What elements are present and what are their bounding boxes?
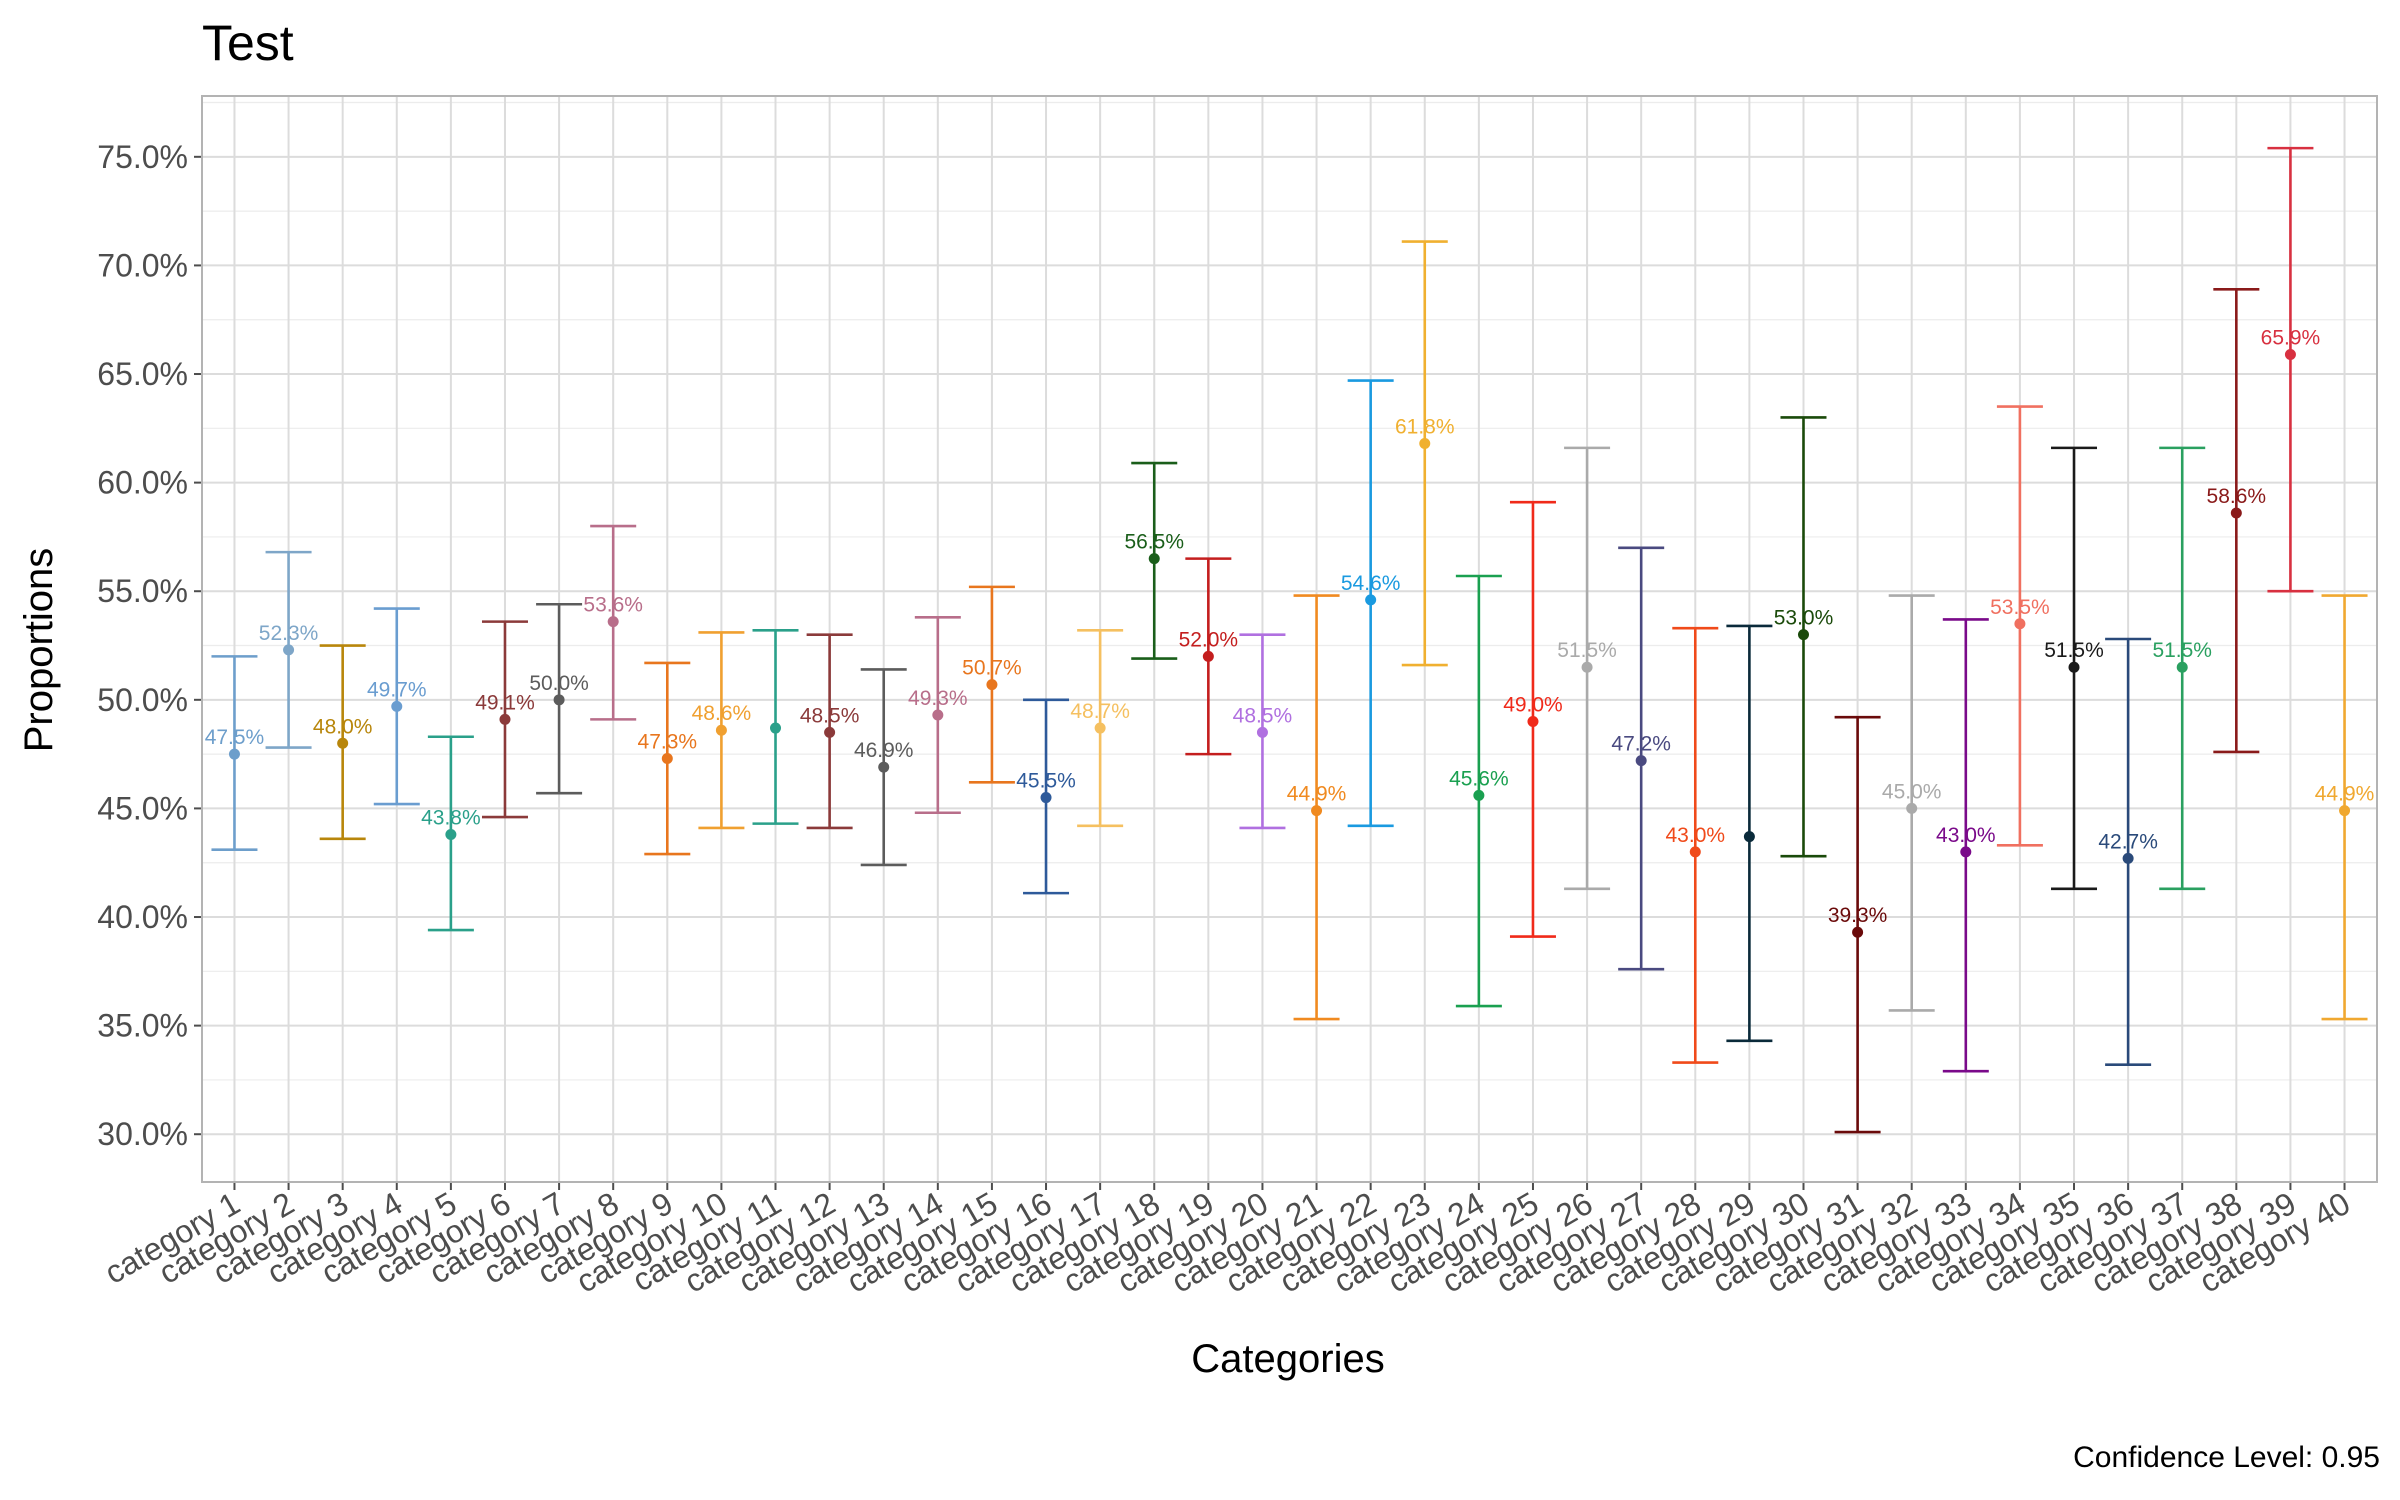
data-label: 52.3%	[259, 622, 319, 645]
panel-border	[201, 95, 2378, 1183]
data-label: 45.6%	[1449, 767, 1509, 790]
data-point	[1527, 716, 1539, 728]
data-point	[1094, 722, 1106, 734]
y-tick-label: 75.0%	[97, 139, 188, 175]
data-point	[1202, 650, 1214, 662]
data-point	[1040, 792, 1052, 804]
y-tick-label: 50.0%	[97, 682, 188, 718]
chart-title: Test	[202, 15, 294, 71]
data-label: 45.5%	[1016, 770, 1076, 793]
y-tick-label: 45.0%	[97, 790, 188, 826]
data-point	[1365, 594, 1377, 606]
data-point	[499, 713, 511, 725]
data-label: 54.6%	[1341, 572, 1401, 595]
y-axis-title: Proportions	[17, 548, 61, 753]
y-tick-label: 40.0%	[97, 899, 188, 935]
data-point	[1797, 629, 1809, 641]
data-point	[2068, 661, 2080, 673]
data-label: 48.5%	[1233, 704, 1293, 727]
data-label: 48.0%	[313, 715, 373, 738]
data-label: 49.0%	[1503, 694, 1563, 717]
data-label: 51.5%	[2044, 639, 2104, 662]
data-point	[770, 722, 782, 734]
data-point	[1743, 831, 1755, 843]
data-point	[337, 737, 349, 749]
data-label: 47.5%	[205, 726, 265, 749]
data-point	[1256, 726, 1268, 738]
y-tick-label: 65.0%	[97, 356, 188, 392]
plot-area: 30.0% 35.0% 40.0% 45.0% 50.0% 55.0% 60.0% 65.0%…	[97, 95, 2378, 1300]
data-label: 53.5%	[1990, 596, 2050, 619]
data-point	[2176, 661, 2188, 673]
data-label: 39.3%	[1828, 904, 1888, 927]
data-point	[1581, 661, 1593, 673]
data-point	[1473, 789, 1485, 801]
data-point	[553, 694, 565, 706]
data-point	[2014, 618, 2026, 630]
data-label: 50.7%	[962, 657, 1022, 680]
data-point	[932, 709, 944, 721]
data-label: 52.0%	[1179, 628, 1239, 651]
data-point	[715, 724, 727, 736]
y-tick-label: 30.0%	[97, 1116, 188, 1152]
data-label: 65.9%	[2261, 326, 2321, 349]
data-point	[2230, 507, 2242, 519]
data-label: 49.1%	[475, 691, 535, 714]
y-tick-label: 70.0%	[97, 247, 188, 283]
data-point	[1689, 846, 1701, 858]
data-point	[1311, 805, 1323, 817]
data-point	[661, 752, 673, 764]
data-point	[228, 748, 240, 760]
data-point	[2122, 852, 2134, 864]
data-point	[1960, 846, 1972, 858]
data-label: 49.7%	[367, 678, 427, 701]
data-label: 56.5%	[1124, 531, 1184, 554]
data-label: 44.9%	[2315, 783, 2375, 806]
data-point	[824, 726, 836, 738]
data-point	[2284, 348, 2296, 360]
data-label: 44.9%	[1287, 783, 1347, 806]
data-label: 58.6%	[2207, 485, 2267, 508]
data-point	[283, 644, 295, 656]
data-label: 51.5%	[2152, 639, 2212, 662]
data-point	[1852, 926, 1864, 938]
data-label: 53.6%	[583, 594, 643, 617]
y-tick-label: 35.0%	[97, 1008, 188, 1044]
data-label: 50.0%	[529, 672, 589, 695]
data-point	[1906, 802, 1918, 814]
data-label: 53.0%	[1774, 607, 1834, 630]
data-point	[445, 828, 457, 840]
y-tick-label: 60.0%	[97, 465, 188, 501]
y-tick-label: 55.0%	[97, 573, 188, 609]
data-label: 43.0%	[1936, 824, 1996, 847]
data-label: 61.8%	[1395, 416, 1455, 439]
data-label: 47.3%	[638, 730, 698, 753]
data-point	[986, 679, 998, 691]
data-point	[607, 616, 619, 628]
data-label: 42.7%	[2098, 830, 2158, 853]
data-label: 48.6%	[692, 702, 752, 725]
data-label: 43.0%	[1666, 824, 1726, 847]
data-label: 48.7%	[1070, 700, 1130, 723]
data-label: 43.8%	[421, 806, 481, 829]
data-point	[1148, 553, 1160, 565]
confidence-level-caption: Confidence Level: 0.95	[2073, 1441, 2380, 1474]
x-axis-title: Categories	[1191, 1337, 1384, 1381]
data-label: 47.2%	[1611, 733, 1671, 756]
data-point	[1635, 755, 1647, 767]
data-label: 51.5%	[1557, 639, 1617, 662]
data-label: 45.0%	[1882, 780, 1942, 803]
data-label: 46.9%	[854, 739, 914, 762]
data-label: 49.3%	[908, 687, 968, 710]
data-point	[2339, 805, 2351, 817]
data-point	[391, 700, 403, 712]
data-label: 48.5%	[800, 704, 860, 727]
data-point	[878, 761, 890, 773]
data-point	[1419, 438, 1431, 450]
